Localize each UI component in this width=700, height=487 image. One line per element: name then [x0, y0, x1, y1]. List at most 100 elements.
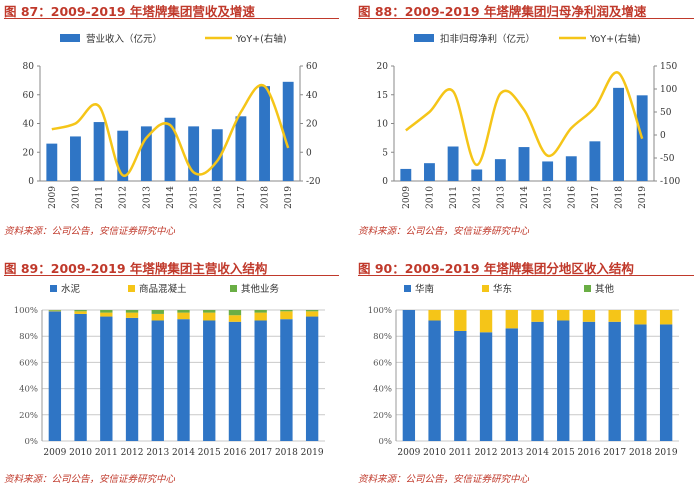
x-tick-label: 2014 [166, 186, 176, 209]
y2-tick-label: 150 [660, 62, 677, 72]
bar-segment [305, 311, 319, 317]
legend-swatch [404, 285, 411, 292]
legend-label: 水泥 [61, 283, 81, 295]
y-tick-label: 80% [19, 332, 38, 342]
x-tick-label: 2016 [567, 186, 577, 209]
x-tick-label: 2017 [603, 448, 626, 458]
bar-segment [74, 311, 87, 314]
regional-structure-chart: 华南 华东 其他 0% 20% 40% 60% 80% 100% 2009 2010 2011 2012… [368, 283, 679, 458]
x-tick-label: 2017 [237, 186, 247, 209]
legend-swatch [584, 285, 591, 292]
bar-segment [557, 320, 570, 441]
figure-title-89: 图 89：2009-2019 年塔牌集团主营收入结构 [4, 261, 268, 276]
bar-segment [608, 310, 621, 322]
x-tick-label: 2011 [449, 448, 472, 458]
bar [542, 161, 554, 181]
y-tick-label: 40% [19, 385, 38, 395]
x-tick-label: 2011 [95, 448, 118, 458]
legend-label: 商品混凝土 [139, 283, 187, 295]
bar-segment [557, 310, 570, 321]
x-tick-label: 2015 [552, 448, 575, 458]
bar-segment [177, 312, 190, 320]
bar-segment [100, 310, 113, 313]
y-tick-label: 20% [373, 411, 392, 421]
x-tick-label: 2009 [48, 186, 58, 209]
x-tick-label: 2018 [615, 186, 625, 209]
bar-segment [74, 313, 87, 441]
bar-segment [177, 319, 190, 441]
bar-segment [659, 310, 673, 325]
bar [400, 168, 412, 181]
bar-segment [582, 310, 596, 322]
y-tick-label: 40% [373, 385, 392, 395]
bar-segment [305, 316, 319, 441]
y-tick-label: 20% [19, 411, 38, 421]
bar-segment [228, 321, 242, 441]
x-tick-label: 2019 [284, 186, 294, 209]
bar-segment [634, 310, 647, 325]
y-tick-label: 80% [373, 332, 392, 342]
x-tick-label: 2016 [578, 448, 601, 458]
x-tick-label: 2010 [423, 448, 446, 458]
x-tick-label: 2010 [69, 448, 92, 458]
bar-segment [177, 310, 190, 313]
x-tick-label: 2013 [500, 448, 523, 458]
y2-tick-label: 50 [660, 108, 672, 118]
x-tick-label: 2016 [224, 448, 247, 458]
y2-tick-label: -20 [306, 177, 321, 187]
y2-tick-label: 40 [306, 91, 318, 101]
bar [164, 117, 176, 181]
revenue-chart: 营业收入（亿元） YoY+(右轴) 0 20 40 60 80 -20 0 20 40 60 2009 2… [23, 33, 321, 209]
title-rule [358, 18, 694, 19]
x-tick-label: 2010 [425, 186, 435, 209]
legend-label: 华东 [493, 283, 512, 295]
y-tick-label: 20 [377, 62, 389, 72]
x-tick-label: 2019 [655, 448, 678, 458]
bar [518, 147, 530, 181]
x-tick-label: 2017 [591, 186, 601, 209]
bar [471, 169, 483, 181]
x-tick-label: 2014 [520, 186, 530, 209]
title-rule [358, 275, 694, 276]
bar-segment [280, 310, 293, 312]
x-tick-label: 2016 [213, 186, 223, 209]
figure-title-88: 图 88：2009-2019 年塔牌集团归母净利润及增速 [358, 4, 647, 19]
bar-segment [531, 321, 544, 441]
x-tick-label: 2012 [119, 186, 129, 209]
x-tick-label: 2009 [43, 448, 66, 458]
x-tick-label: 2015 [198, 448, 221, 458]
bar-segment [254, 312, 267, 321]
bar-segment [203, 320, 216, 441]
bar-segment [254, 310, 267, 313]
figure-title-90: 图 90：2009-2019 年塔牌集团分地区收入结构 [358, 261, 634, 276]
y2-tick-label: 100 [660, 85, 677, 95]
x-tick-label: 2011 [95, 186, 105, 209]
bar [424, 163, 435, 181]
bar-segment [479, 310, 493, 333]
legend-label: YoY+(右轴) [589, 33, 641, 45]
x-tick-label: 2013 [146, 448, 169, 458]
title-rule [4, 18, 339, 19]
x-tick-label: 2017 [249, 448, 272, 458]
bar [613, 87, 624, 181]
y2-tick-label: 0 [660, 131, 666, 141]
legend-label: 其他 [595, 283, 615, 295]
bar-segment [125, 310, 139, 313]
x-tick-label: 2015 [190, 186, 200, 209]
bar-segment [74, 310, 87, 312]
x-tick-label: 2009 [397, 448, 420, 458]
bar-segment [254, 320, 267, 441]
bar [235, 116, 247, 181]
bar-segment [402, 310, 416, 441]
x-tick-label: 2019 [301, 448, 324, 458]
y-tick-label: 80 [23, 62, 35, 72]
y2-tick-label: 0 [306, 148, 312, 158]
bar [188, 126, 200, 181]
bar-segment [228, 310, 242, 316]
bar-segment [531, 310, 544, 322]
legend-label: 其他业务 [241, 283, 280, 295]
net-profit-chart: 扣非归母净利（亿元） YoY+(右轴) 0 5 10 15 20 -100 -50 0 50 100 1… [377, 33, 681, 209]
y-tick-label: 20 [23, 148, 35, 158]
bar-segment [454, 310, 467, 331]
